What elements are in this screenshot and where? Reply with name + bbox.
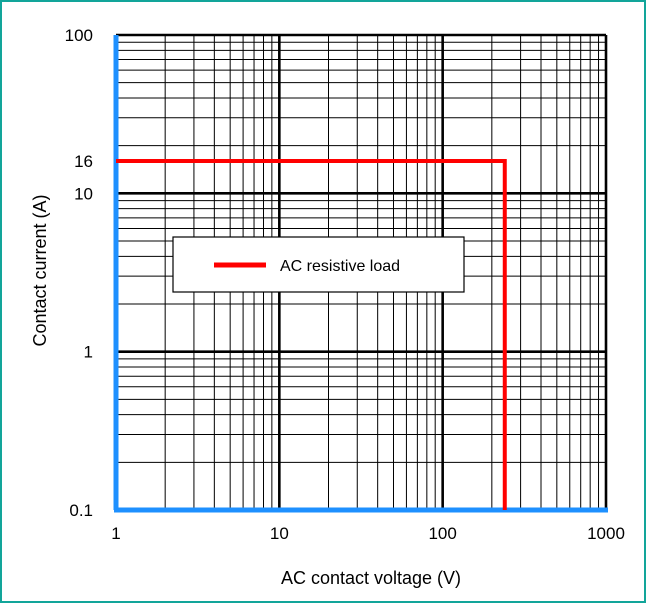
y-tick-label: 1 (84, 343, 93, 362)
y-axis-title: Contact current (A) (30, 194, 50, 346)
axes (113, 35, 608, 513)
series-line-ac-resistive-load (116, 159, 507, 510)
y-tick-label-extra: 16 (74, 152, 93, 171)
tick-labels: 1 10 100 1000 0.1 1 10 100 16 (65, 26, 625, 543)
series-layer (116, 159, 507, 510)
x-tick-label: 10 (270, 524, 289, 543)
y-tick-label: 10 (74, 184, 93, 203)
x-tick-label: 100 (428, 524, 456, 543)
legend: AC resistive load (172, 236, 465, 293)
y-tick-label: 100 (65, 26, 93, 45)
x-axis-title: AC contact voltage (V) (281, 568, 461, 588)
x-tick-label: 1000 (587, 524, 625, 543)
legend-label: AC resistive load (280, 258, 400, 275)
x-tick-label: 1 (111, 524, 120, 543)
y-tick-label: 0.1 (69, 501, 93, 520)
